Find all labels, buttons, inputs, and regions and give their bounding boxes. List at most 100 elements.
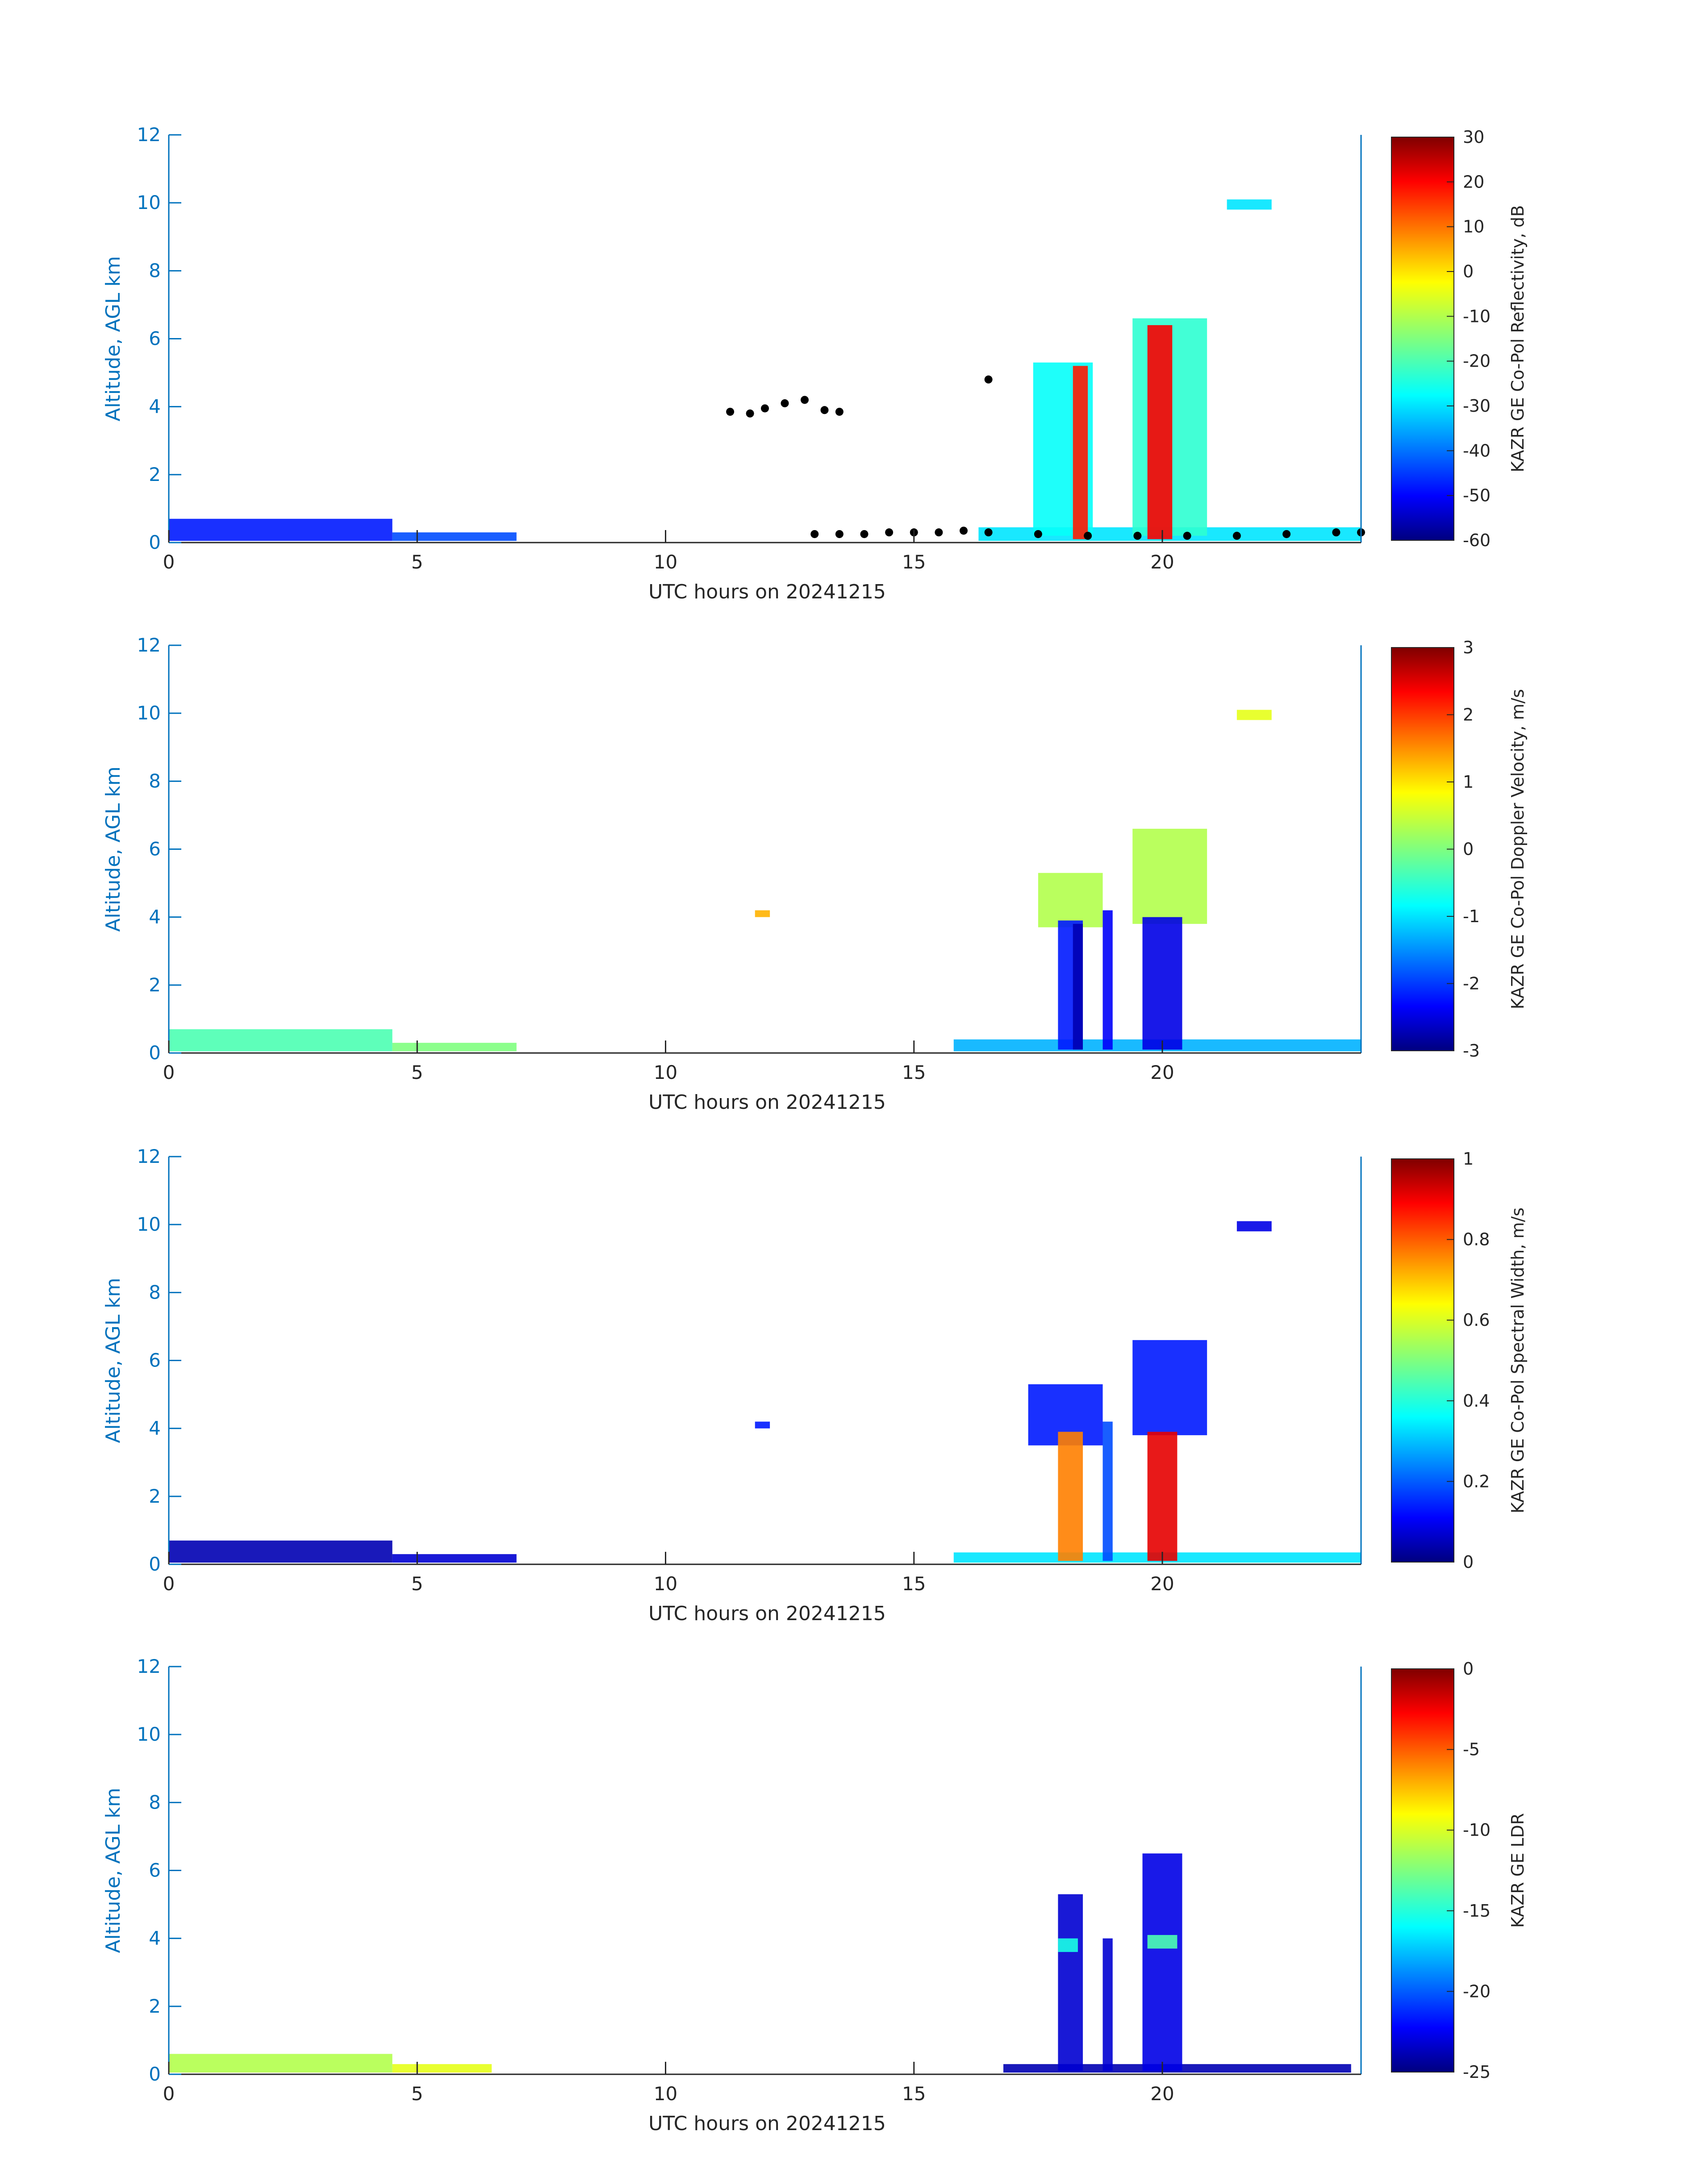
heatmap-cell-5 bbox=[1132, 1340, 1207, 1435]
colorbar-label: KAZR GE Co-Pol Reflectivity, dB bbox=[1508, 205, 1528, 472]
heatmap-cell-3 bbox=[1058, 1894, 1083, 2071]
y-tick-label: 2 bbox=[149, 1995, 161, 2017]
x-axis-label: UTC hours on 20241215 bbox=[648, 1602, 886, 1625]
x-axis-label: UTC hours on 20241215 bbox=[648, 2112, 886, 2135]
heatmap-cell-7 bbox=[1102, 1421, 1113, 1561]
cloud-base-markers bbox=[726, 375, 1365, 540]
cloud-base-point-16 bbox=[1084, 531, 1092, 540]
heatmap-regions bbox=[169, 1221, 1361, 1563]
cloud-base-point-12 bbox=[935, 528, 943, 537]
colorbar-tick-label: -3 bbox=[1463, 1041, 1480, 1061]
y-tick-label: 8 bbox=[149, 1281, 161, 1303]
heatmap-cell-0 bbox=[169, 1029, 393, 1052]
y-tick-label: 10 bbox=[137, 1723, 161, 1745]
heatmap-cell-1 bbox=[392, 1043, 517, 1052]
y-tick-label: 8 bbox=[149, 1791, 161, 1813]
cloud-base-point-21 bbox=[1332, 528, 1341, 537]
colorbar-tick-label: 2 bbox=[1463, 705, 1474, 725]
colorbar-tick-label: 1 bbox=[1463, 1149, 1474, 1169]
colorbar-label: KAZR GE LDR bbox=[1508, 1813, 1528, 1928]
x-tick-label: 0 bbox=[163, 1061, 175, 1083]
y-tick-label: 10 bbox=[137, 192, 161, 213]
y-tick-label: 6 bbox=[149, 1350, 161, 1371]
cloud-base-point-19 bbox=[1232, 531, 1241, 540]
cloud-base-point-10 bbox=[885, 528, 894, 537]
y-tick-label: 0 bbox=[149, 1553, 161, 1575]
heatmap-cell-1 bbox=[392, 1554, 517, 1563]
colorbar-tick-label: -5 bbox=[1463, 1740, 1480, 1759]
heatmap-cell-7 bbox=[1142, 917, 1182, 1050]
y-tick-label: 2 bbox=[149, 1485, 161, 1507]
cloud-base-point-5 bbox=[820, 406, 829, 414]
y-tick-label: 10 bbox=[137, 702, 161, 724]
heatmap-cell-9 bbox=[755, 1421, 770, 1429]
x-axis-label: UTC hours on 20241215 bbox=[648, 1091, 886, 1114]
heatmap-cell-6 bbox=[1147, 325, 1173, 539]
colorbar-label: KAZR GE Co-Pol Spectral Width, m/s bbox=[1508, 1208, 1528, 1513]
cloud-base-point-6 bbox=[835, 408, 844, 416]
heatmap-cell-4 bbox=[1073, 366, 1088, 539]
cloud-base-point-4 bbox=[801, 396, 809, 404]
x-tick-label: 20 bbox=[1150, 2083, 1174, 2105]
y-tick-label: 4 bbox=[149, 396, 161, 418]
x-tick-label: 20 bbox=[1150, 551, 1174, 573]
heatmap-cell-10 bbox=[755, 910, 770, 917]
cloud-base-point-23 bbox=[984, 375, 993, 384]
x-tick-label: 0 bbox=[163, 1573, 175, 1595]
y-tick-label: 2 bbox=[149, 464, 161, 485]
cloud-base-point-20 bbox=[1282, 530, 1291, 538]
x-tick-label: 5 bbox=[411, 2083, 423, 2105]
colorbar-tick-label: -2 bbox=[1463, 974, 1480, 994]
colorbar-tick-label: -40 bbox=[1463, 441, 1491, 460]
cloud-base-point-3 bbox=[781, 399, 789, 408]
cloud-base-point-14 bbox=[984, 528, 993, 537]
x-tick-label: 10 bbox=[654, 551, 677, 573]
y-tick-label: 6 bbox=[149, 838, 161, 860]
colorbar-tick-label: 0.4 bbox=[1463, 1391, 1490, 1411]
x-tick-label: 15 bbox=[902, 2083, 926, 2105]
y-tick-label: 12 bbox=[137, 124, 161, 146]
colorbar-tick-label: 3 bbox=[1463, 638, 1474, 657]
y-tick-label: 4 bbox=[149, 1417, 161, 1439]
heatmap-cell-0 bbox=[169, 518, 393, 541]
y-tick-label: 8 bbox=[149, 259, 161, 281]
heatmap-cell-9 bbox=[1236, 710, 1272, 720]
colorbar-tick-label: -20 bbox=[1463, 1981, 1491, 2001]
y-axis-label: Altitude, AGL km bbox=[102, 1788, 125, 1953]
panel-1: 0 2 4 6 8 10 12 0 5 10 15 20 UTC hours on 20241215 Al… bbox=[102, 124, 1528, 603]
heatmap-cell-1 bbox=[392, 2064, 492, 2073]
x-tick-label: 10 bbox=[654, 1061, 677, 1083]
y-tick-label: 6 bbox=[149, 328, 161, 350]
x-tick-label: 15 bbox=[902, 1573, 926, 1595]
colorbar bbox=[1391, 1668, 1454, 2073]
colorbar-tick-label: 30 bbox=[1463, 127, 1484, 147]
x-tick-label: 20 bbox=[1150, 1061, 1174, 1083]
colorbar-tick-label: 0 bbox=[1463, 840, 1474, 859]
cloud-base-point-15 bbox=[1034, 530, 1042, 538]
colorbar-tick-label: 0 bbox=[1463, 262, 1474, 281]
x-tick-label: 15 bbox=[902, 551, 926, 573]
y-tick-label: 4 bbox=[149, 906, 161, 928]
heatmap-cell-8 bbox=[1236, 1221, 1272, 1232]
cloud-base-point-2 bbox=[761, 404, 769, 413]
x-tick-label: 20 bbox=[1150, 1573, 1174, 1595]
heatmap-cell-6 bbox=[1132, 828, 1207, 924]
cloud-base-point-1 bbox=[746, 409, 754, 418]
colorbar-tick-label: -30 bbox=[1463, 396, 1491, 416]
y-axis-label: Altitude, AGL km bbox=[102, 766, 125, 932]
colorbar bbox=[1391, 1158, 1454, 1563]
colorbar-tick-label: -1 bbox=[1463, 907, 1480, 926]
y-tick-label: 10 bbox=[137, 1213, 161, 1235]
cloud-base-point-17 bbox=[1133, 531, 1142, 540]
colorbar bbox=[1391, 137, 1454, 541]
x-tick-label: 15 bbox=[902, 1061, 926, 1083]
heatmap-cell-3 bbox=[1038, 873, 1103, 928]
heatmap-cell-4 bbox=[1058, 1432, 1083, 1561]
colorbar bbox=[1391, 647, 1454, 1051]
y-tick-label: 0 bbox=[149, 531, 161, 553]
heatmap-cell-0 bbox=[169, 2054, 393, 2073]
heatmap-cell-7 bbox=[1102, 1938, 1113, 2071]
x-tick-label: 10 bbox=[654, 2083, 677, 2105]
